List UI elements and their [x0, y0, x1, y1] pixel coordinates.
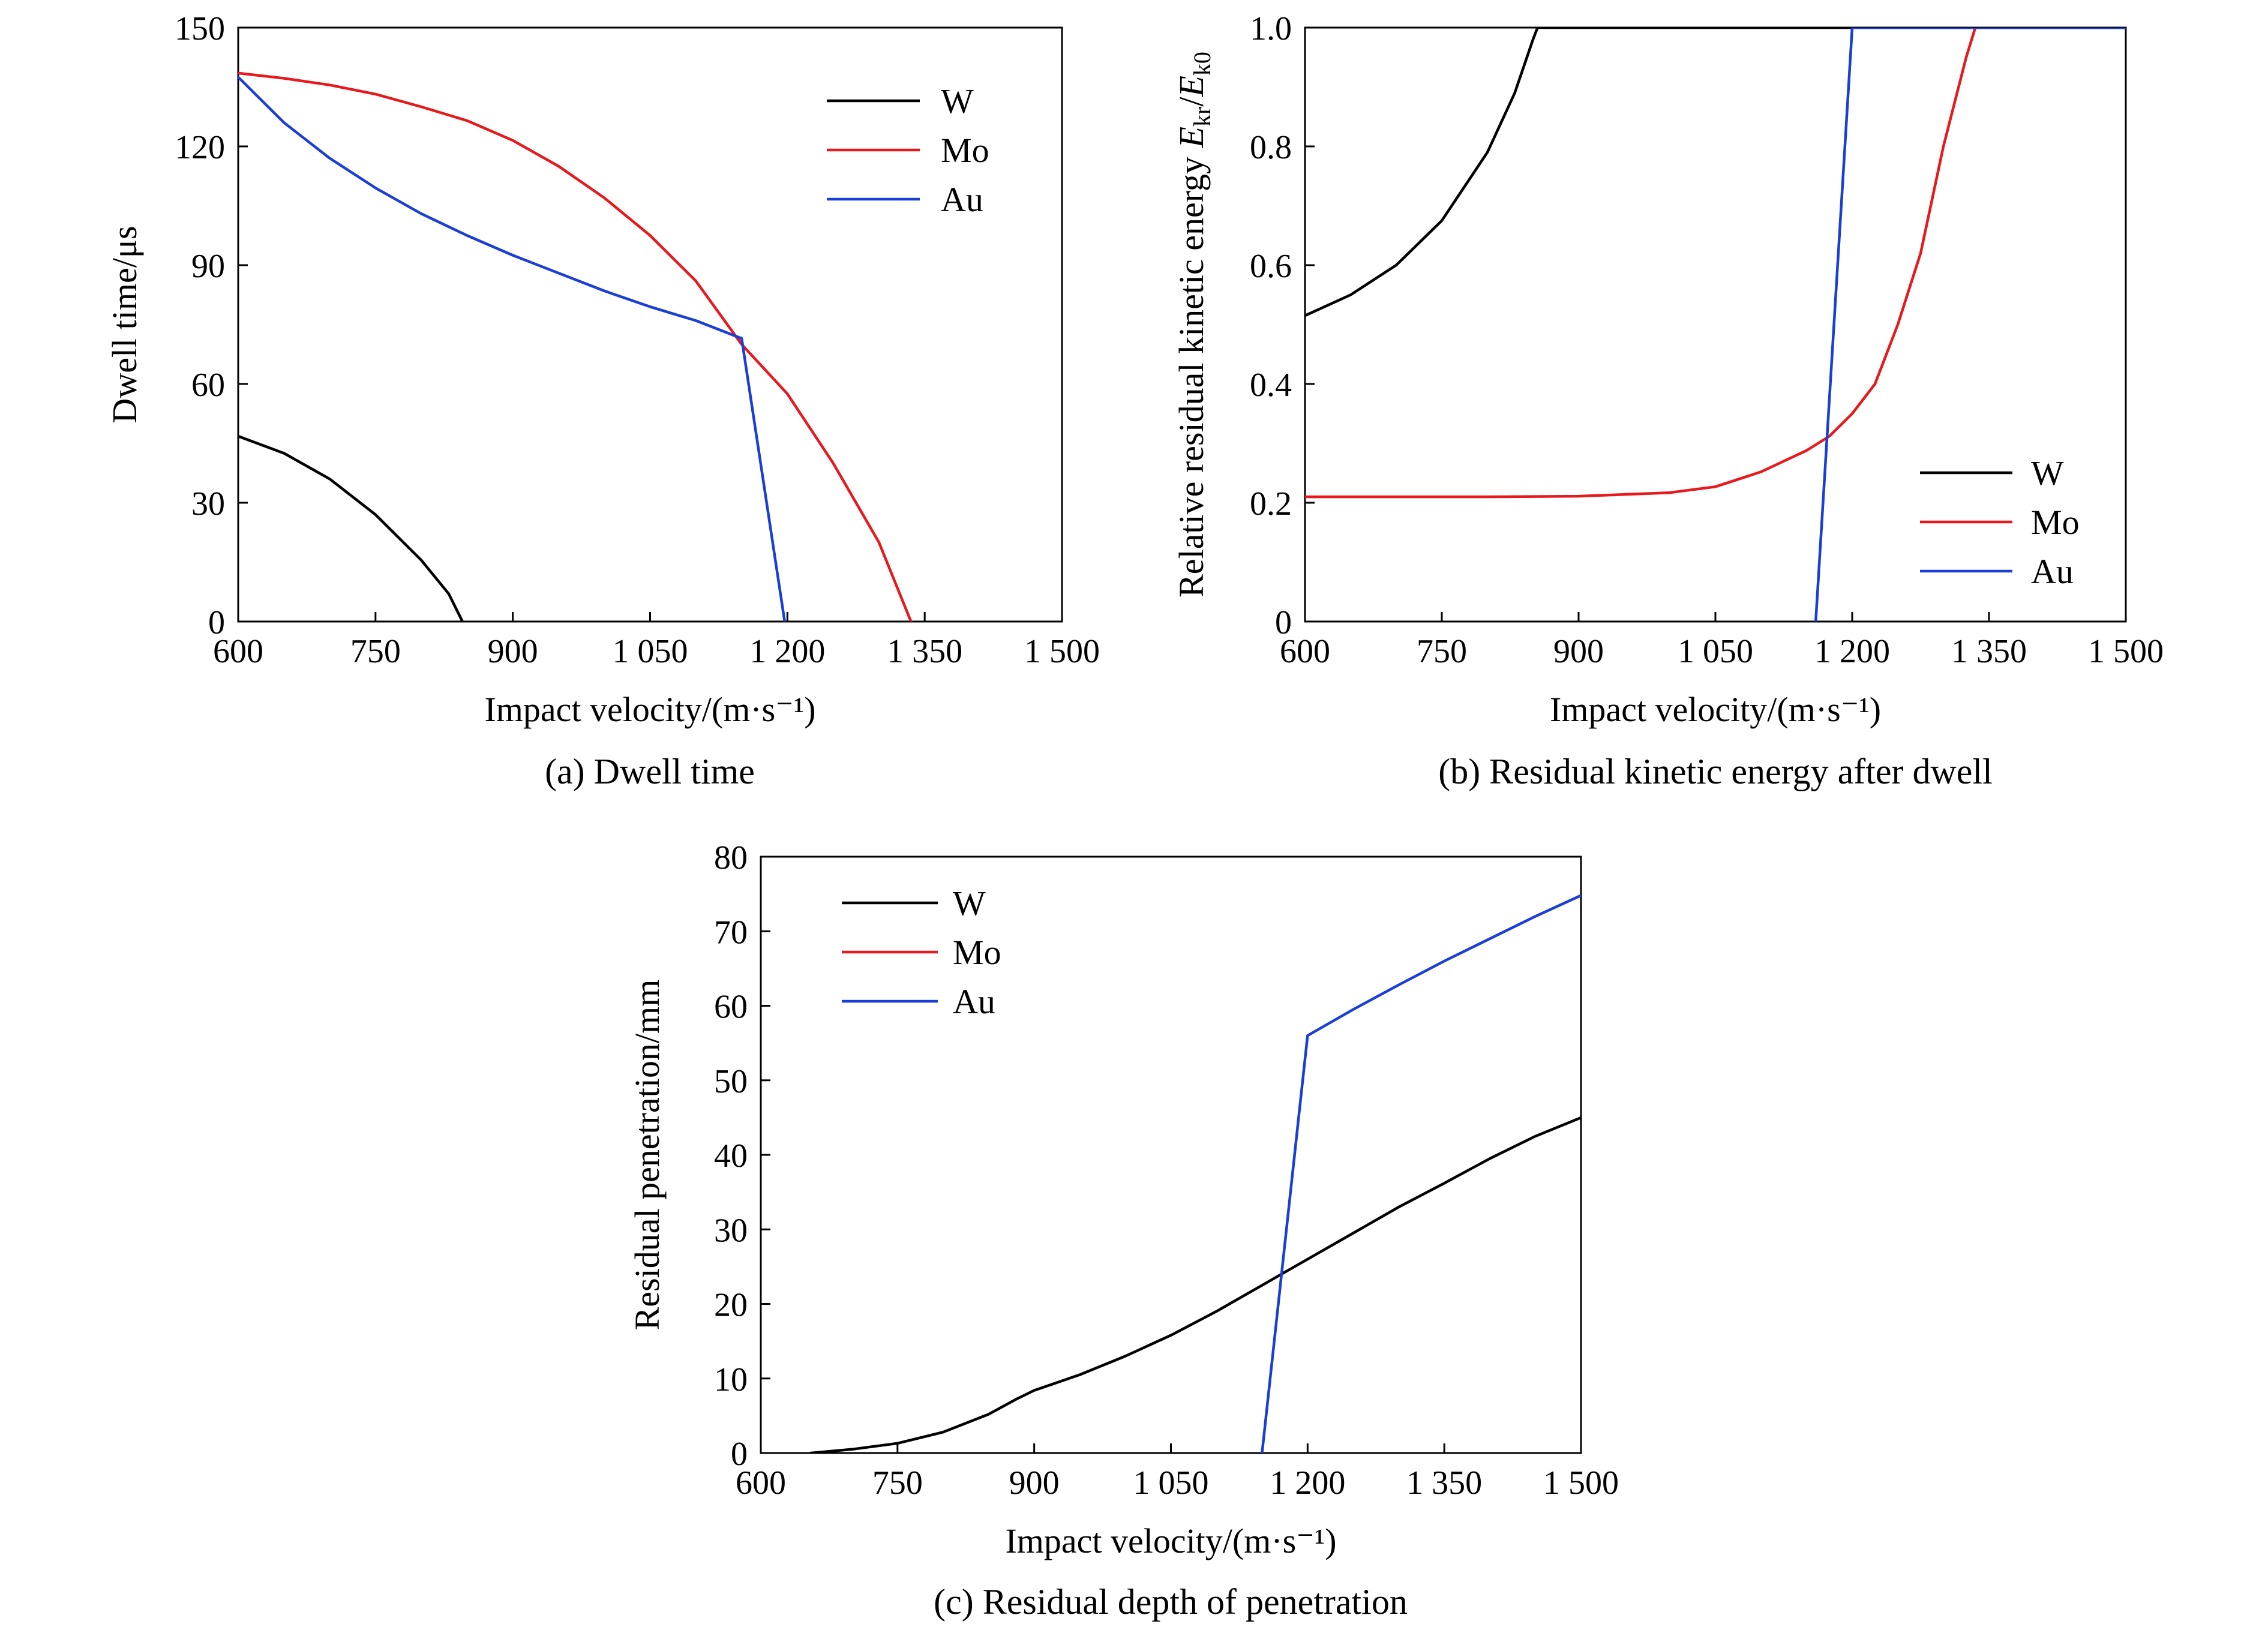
legend: W Mo Au: [827, 82, 989, 219]
chart-b: 600 750 900 1 050 1 200 1 350 1 500 0 0.2 0.4 0.6 0…: [1172, 10, 2164, 791]
series-line-au: [1814, 28, 2126, 622]
legend-label-au: Au: [953, 982, 995, 1021]
y-tick-label: 0: [1275, 604, 1292, 641]
chart-caption: (a) Dwell time: [545, 752, 755, 791]
legend-label-w: W: [953, 884, 986, 923]
plot-frame: [1304, 26, 2127, 623]
x-tick-label: 600: [1280, 633, 1330, 670]
y-tick-label: 0.8: [1250, 129, 1292, 166]
y-tick-label: 40: [714, 1137, 748, 1175]
series-line-au: [238, 76, 787, 622]
y-tick-label: 0: [731, 1436, 748, 1473]
y-tick-label: 150: [175, 10, 225, 47]
chart-a: 600 750 900 1 050 1 200 1 350 1 500 0 30 60 90 120 1…: [105, 10, 1100, 791]
y-tick-label: 70: [714, 914, 748, 951]
plot-frame: [237, 26, 1063, 623]
y-tick-label: 0.4: [1250, 367, 1292, 404]
legend-label-au: Au: [2031, 552, 2074, 591]
y-axis-label: Relative residual kinetic energy Ekr/Ek0: [1172, 52, 1216, 598]
chart-caption: (b) Residual kinetic energy after dwell: [1438, 752, 1993, 791]
y-tick-label: 30: [714, 1212, 748, 1249]
x-tick-label: 750: [872, 1464, 923, 1502]
x-tick-label: 1 350: [1406, 1464, 1482, 1502]
x-tick-label: 1 200: [1270, 1464, 1345, 1502]
series-line-au: [1261, 894, 1581, 1453]
legend-label-au: Au: [941, 180, 983, 219]
series-line-mo: [1305, 28, 2126, 499]
chart-c: 600 750 900 1 050 1 200 1 350 1 500 0 10 20 30 40 50…: [628, 839, 1619, 1622]
x-tick-label: 900: [1009, 1464, 1060, 1502]
x-tick-label: 1 500: [1543, 1464, 1619, 1502]
x-tick-label: 750: [1417, 633, 1467, 670]
legend: W Mo Au: [1920, 454, 2080, 591]
x-tick-label: 900: [1553, 633, 1604, 670]
y-tick-label: 20: [714, 1287, 748, 1324]
series-line-w: [1305, 28, 2126, 317]
series-line-mo: [238, 71, 913, 622]
y-axis-label: Residual penetration/mm: [628, 980, 667, 1331]
legend-label-w: W: [941, 82, 974, 121]
legend: W Mo Au: [842, 884, 1001, 1021]
chart-caption: (c) Residual depth of penetration: [934, 1582, 1408, 1622]
legend-label-mo: Mo: [953, 933, 1001, 972]
x-tick-label: 1 200: [1814, 633, 1890, 670]
y-tick-label: 50: [714, 1063, 748, 1100]
y-tick-label: 60: [191, 367, 225, 404]
legend-label-w: W: [2031, 454, 2064, 493]
legend-label-mo: Mo: [941, 131, 989, 170]
y-tick-label: 1.0: [1250, 10, 1292, 47]
y-tick-label: 0.2: [1250, 485, 1292, 523]
legend-label-mo: Mo: [2031, 503, 2080, 542]
plot-frame: [760, 855, 1582, 1454]
x-tick-label: 1 500: [2088, 633, 2164, 670]
x-tick-label: 600: [736, 1464, 786, 1502]
series-line-w: [238, 434, 464, 622]
y-tick-label: 0.6: [1250, 248, 1292, 285]
x-tick-label: 1 200: [749, 633, 825, 670]
x-axis-label: Impact velocity/(m·s⁻¹): [1005, 1521, 1336, 1560]
x-tick-label: 900: [488, 633, 538, 670]
x-tick-label: 600: [213, 633, 263, 670]
series-line-w: [809, 1116, 1581, 1453]
x-tick-label: 750: [350, 633, 401, 670]
x-tick-label: 1 350: [1951, 633, 2027, 670]
y-tick-label: 10: [714, 1361, 748, 1398]
y-tick-label: 60: [714, 989, 748, 1026]
x-axis-label: Impact velocity/(m·s⁻¹): [1550, 690, 1881, 729]
y-tick-label: 120: [175, 129, 225, 166]
x-axis-label: Impact velocity/(m·s⁻¹): [484, 690, 815, 729]
y-axis-label: Dwell time/μs: [105, 226, 144, 423]
x-tick-label: 1 500: [1024, 633, 1100, 670]
y-tick-label: 80: [714, 839, 748, 876]
y-tick-label: 0: [208, 604, 225, 641]
x-tick-label: 1 050: [1133, 1464, 1209, 1502]
y-tick-label: 90: [191, 248, 225, 285]
x-tick-label: 1 050: [1678, 633, 1753, 670]
y-tick-label: 30: [191, 485, 225, 523]
x-tick-label: 1 050: [613, 633, 688, 670]
x-tick-label: 1 350: [887, 633, 962, 670]
